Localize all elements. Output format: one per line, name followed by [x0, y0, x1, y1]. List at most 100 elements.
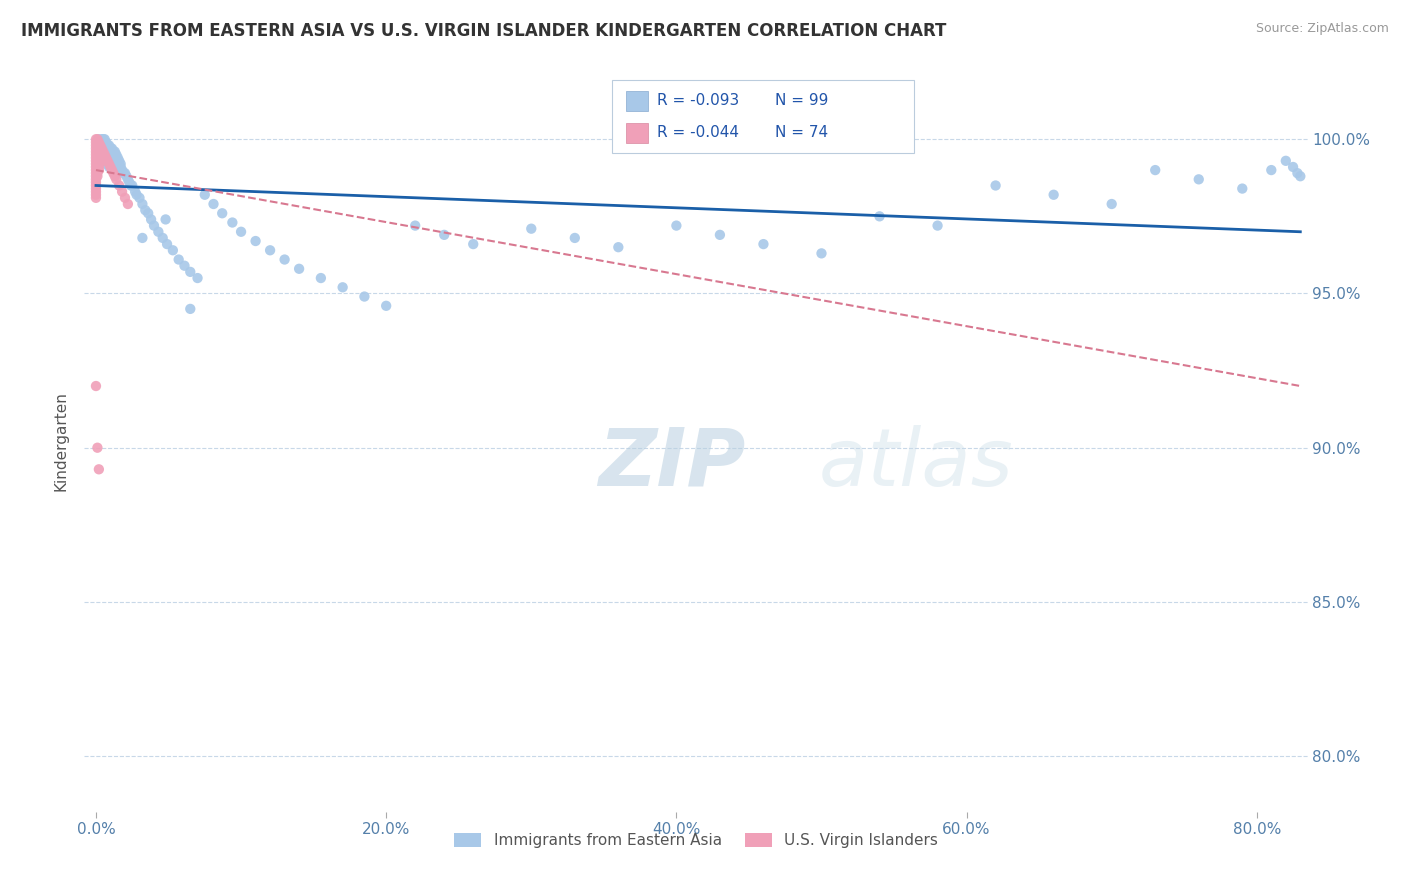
Point	[111, 163, 134, 178]
Point	[87, 163, 110, 178]
Point	[156, 237, 179, 252]
Point	[179, 301, 201, 316]
Point	[433, 227, 456, 242]
Point	[173, 259, 195, 273]
Point	[105, 147, 128, 161]
Point	[100, 153, 122, 168]
Point	[94, 153, 117, 168]
Text: ZIP: ZIP	[598, 425, 745, 503]
Point	[98, 147, 121, 161]
Point	[84, 141, 107, 155]
Point	[93, 147, 115, 161]
Point	[202, 197, 225, 211]
Point	[162, 244, 184, 258]
Point	[91, 151, 114, 165]
Point	[89, 136, 111, 150]
Point	[1232, 181, 1254, 195]
Point	[125, 187, 148, 202]
Point	[84, 163, 107, 178]
Point	[100, 160, 122, 174]
Text: R = -0.044: R = -0.044	[657, 126, 738, 140]
Point	[1275, 153, 1298, 168]
Point	[98, 138, 121, 153]
Point	[94, 157, 117, 171]
Point	[84, 176, 107, 190]
Point	[84, 160, 107, 174]
Point	[221, 215, 243, 229]
Point	[288, 261, 311, 276]
Point	[84, 136, 107, 150]
Point	[91, 145, 114, 159]
Point	[1260, 163, 1282, 178]
Point	[110, 157, 132, 171]
Point	[90, 153, 112, 168]
Y-axis label: Kindergarten: Kindergarten	[53, 392, 69, 491]
Text: Source: ZipAtlas.com: Source: ZipAtlas.com	[1256, 22, 1389, 36]
Point	[84, 181, 107, 195]
Point	[91, 138, 114, 153]
Point	[167, 252, 190, 267]
Point	[90, 151, 112, 165]
Point	[105, 172, 128, 186]
Point	[89, 153, 111, 168]
Point	[98, 160, 121, 174]
Point	[155, 212, 177, 227]
Point	[117, 197, 139, 211]
Text: N = 74: N = 74	[775, 126, 828, 140]
Point	[87, 138, 110, 153]
Point	[84, 191, 107, 205]
Point	[110, 160, 132, 174]
Point	[84, 166, 107, 180]
Point	[139, 212, 162, 227]
Point	[1101, 197, 1123, 211]
Point	[91, 147, 114, 161]
Point	[665, 219, 688, 233]
Point	[86, 151, 108, 165]
Point	[91, 151, 114, 165]
Point	[1289, 169, 1312, 184]
Point	[93, 132, 115, 146]
Point	[869, 210, 891, 224]
Point	[118, 176, 141, 190]
Point	[709, 227, 731, 242]
Point	[117, 172, 139, 186]
Point	[108, 178, 131, 193]
Point	[111, 185, 134, 199]
Point	[86, 169, 108, 184]
Point	[245, 234, 267, 248]
Point	[89, 151, 111, 165]
Point	[1286, 166, 1309, 180]
Point	[114, 166, 136, 180]
Point	[101, 163, 124, 178]
Point	[93, 151, 115, 165]
Point	[105, 160, 128, 174]
Point	[128, 191, 150, 205]
Point	[86, 145, 108, 159]
Point	[103, 145, 125, 159]
Point	[94, 145, 117, 159]
Point	[86, 138, 108, 153]
Point	[87, 145, 110, 159]
Point	[1188, 172, 1211, 186]
Point	[100, 141, 122, 155]
Point	[84, 187, 107, 202]
Point	[103, 166, 125, 180]
Point	[194, 187, 217, 202]
Point	[463, 237, 485, 252]
Point	[114, 191, 136, 205]
Point	[84, 153, 107, 168]
Point	[91, 132, 114, 146]
Point	[90, 141, 112, 155]
Point	[332, 280, 354, 294]
Point	[103, 157, 125, 171]
Point	[927, 219, 949, 233]
Point	[86, 141, 108, 155]
Point	[86, 157, 108, 171]
Point	[94, 136, 117, 150]
Point	[86, 160, 108, 174]
Point	[90, 132, 112, 146]
Point	[97, 138, 120, 153]
Point	[229, 225, 252, 239]
Point	[179, 265, 201, 279]
Point	[89, 151, 111, 165]
